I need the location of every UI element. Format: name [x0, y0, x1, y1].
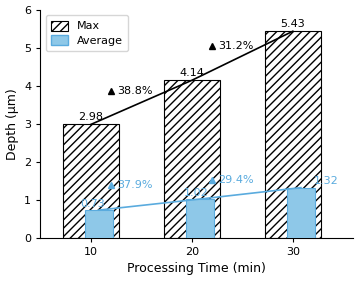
- Y-axis label: Depth (μm): Depth (μm): [5, 88, 19, 160]
- Text: 29.4%: 29.4%: [218, 175, 254, 185]
- Bar: [164, 80, 220, 238]
- Text: 4.14: 4.14: [180, 68, 204, 78]
- Text: 1.02: 1.02: [184, 187, 209, 198]
- Bar: [287, 188, 315, 238]
- Text: 5.43: 5.43: [280, 19, 305, 29]
- Text: 1.32: 1.32: [314, 176, 339, 186]
- Text: 38.8%: 38.8%: [117, 86, 153, 96]
- Bar: [265, 31, 321, 238]
- Text: 37.9%: 37.9%: [117, 180, 153, 190]
- Text: 0.73: 0.73: [81, 199, 106, 209]
- Text: 31.2%: 31.2%: [218, 41, 253, 51]
- Bar: [85, 210, 113, 238]
- Legend: Max, Average: Max, Average: [46, 15, 129, 51]
- Bar: [63, 124, 118, 238]
- Text: 2.98: 2.98: [78, 112, 103, 122]
- X-axis label: Processing Time (min): Processing Time (min): [127, 262, 266, 275]
- Bar: [186, 199, 214, 238]
